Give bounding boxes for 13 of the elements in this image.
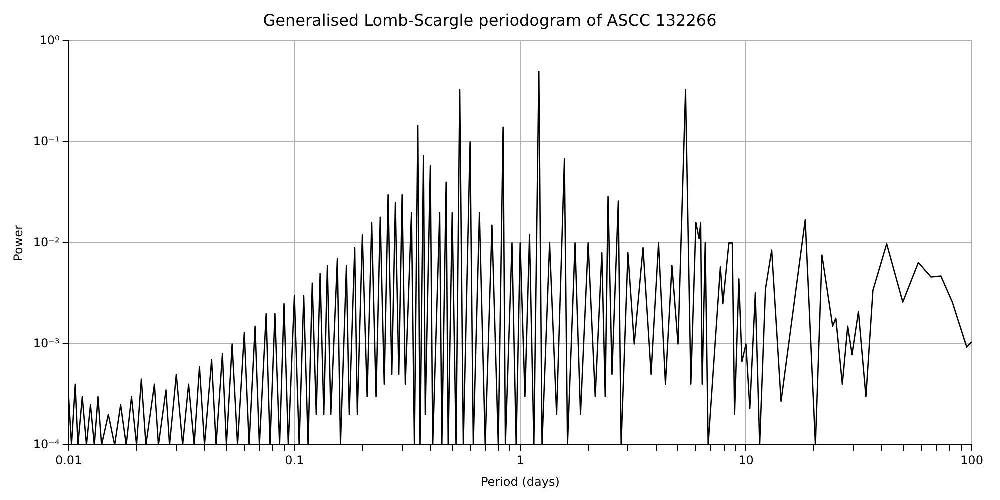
x-tick-label: 0.01 [55,454,82,468]
x-tick-label: 10 [738,454,754,468]
y-tick-label: 10⁻⁴ [33,437,60,452]
x-tick-label: 0.1 [285,454,304,468]
x-axis-title: Period (days) [480,474,560,489]
y-tick-label: 10⁰ [40,33,60,48]
y-axis-title: Power [11,224,26,262]
y-tick-label: 10⁻² [33,235,60,250]
y-tick-label: 10⁻³ [33,336,60,350]
x-tick-label: 1 [516,454,524,468]
y-tick-label: 10⁻¹ [33,134,60,148]
chart-title: Generalised Lomb-Scargle periodogram of ASCC 132266 [263,10,717,30]
x-tick-label: 100 [960,454,984,468]
